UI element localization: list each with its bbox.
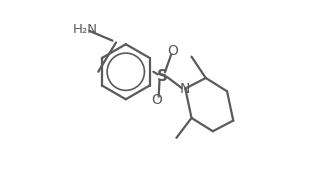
Text: H₂N: H₂N	[72, 23, 97, 36]
Text: O: O	[151, 93, 162, 107]
Text: O: O	[168, 44, 178, 58]
Text: N: N	[180, 82, 191, 96]
Text: S: S	[157, 69, 168, 84]
